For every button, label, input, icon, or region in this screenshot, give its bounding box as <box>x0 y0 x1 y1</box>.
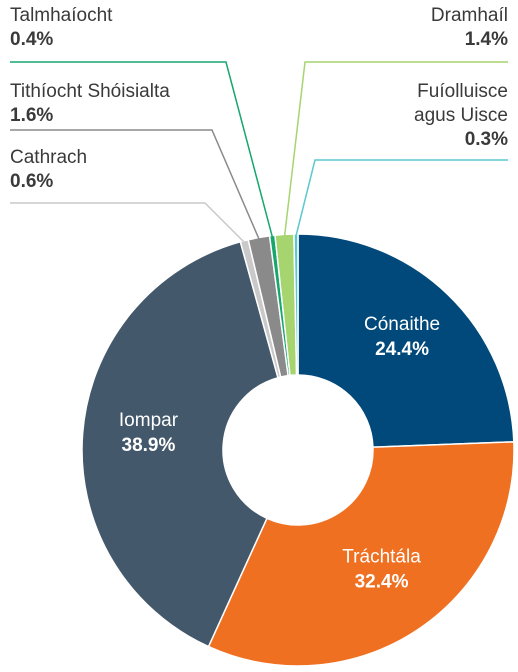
callout-value: 0.3% <box>464 129 508 150</box>
slice <box>293 233 299 376</box>
slice-label: Iompar <box>119 410 179 431</box>
callout-value: 1.4% <box>464 29 508 50</box>
callout-value: 1.6% <box>10 105 54 126</box>
slice <box>297 233 515 448</box>
callout-label: Fuíolluisce agus Uisce <box>414 81 508 126</box>
slice-value-label: 24.4% <box>375 339 429 360</box>
callout-label: Dramhaíl <box>430 5 508 26</box>
slice-value-label: 38.9% <box>122 435 176 456</box>
leader-line <box>295 159 508 237</box>
leader-line <box>10 61 274 238</box>
callout: Talmhaíocht 0.4% <box>10 4 210 52</box>
leader-line <box>10 202 246 244</box>
slice-label: Cónaithe <box>364 314 440 335</box>
slice <box>81 240 279 648</box>
callout: Dramhaíl 1.4% <box>308 4 508 52</box>
leader-line <box>283 61 508 237</box>
callout-label: Cathrach <box>10 147 88 168</box>
slice-label: Tráchtála <box>342 547 421 568</box>
callout: Fuíolluisce agus Uisce 0.3% <box>378 80 508 152</box>
callout: Tithíocht Shóisialta 1.6% <box>10 80 210 128</box>
callout-value: 0.4% <box>10 29 54 50</box>
callout-label: Tithíocht Shóisialta <box>10 81 170 102</box>
slice <box>207 441 515 667</box>
slice-value-label: 32.4% <box>355 572 409 593</box>
callout-label: Talmhaíocht <box>10 5 113 26</box>
callout: Cathrach 0.6% <box>10 146 210 194</box>
leader-line <box>10 129 260 240</box>
callout-value: 0.6% <box>10 171 54 192</box>
